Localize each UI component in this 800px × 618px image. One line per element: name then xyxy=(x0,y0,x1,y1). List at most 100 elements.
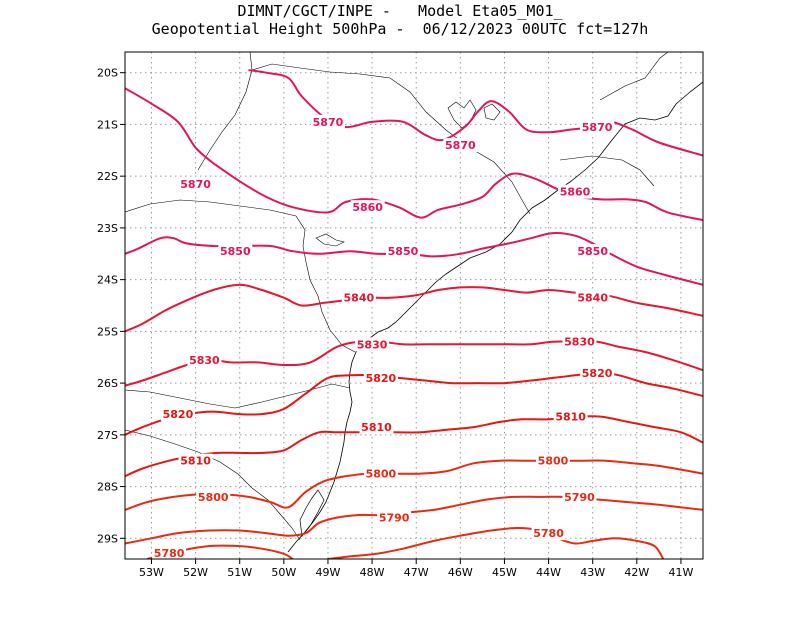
contour-label-5870: 5870 xyxy=(582,121,613,134)
contour-label-5840: 5840 xyxy=(577,292,608,305)
contour-label-5870: 5870 xyxy=(180,178,211,191)
contour-label-bg xyxy=(443,138,478,153)
state-border xyxy=(125,199,356,353)
contour-label-5810: 5810 xyxy=(555,411,586,424)
contour-label-bg xyxy=(178,453,213,468)
contour-label-bg xyxy=(152,545,187,560)
contour-label-bg xyxy=(377,510,412,525)
y-tick-label: 21S xyxy=(97,118,118,131)
x-tick-label: 41W xyxy=(669,566,694,579)
contour-label-bg xyxy=(558,184,593,199)
y-tick-label: 22S xyxy=(97,170,118,183)
contour-label-5800: 5800 xyxy=(198,491,229,504)
contour-label-bg xyxy=(160,407,195,422)
contour-label-5840: 5840 xyxy=(344,292,375,305)
x-tick-label: 50W xyxy=(271,566,296,579)
gridlines xyxy=(125,52,703,559)
contour-label-5830: 5830 xyxy=(189,354,220,367)
state-border xyxy=(197,52,253,171)
contour-label-bg xyxy=(359,420,394,435)
contour-label-bg xyxy=(575,244,610,259)
reservoir xyxy=(447,99,477,129)
chart-title: DIMNT/CGCT/INPE - Model Eta05_M01_ Geopo… xyxy=(0,2,800,38)
state-border xyxy=(251,63,531,215)
contour-label-5830: 5830 xyxy=(357,338,388,351)
coastline xyxy=(287,81,703,553)
contour-line-5860 xyxy=(212,162,703,222)
x-tick-label: 45W xyxy=(492,566,517,579)
state-border xyxy=(559,155,655,187)
x-tick-label: 49W xyxy=(316,566,341,579)
contour-label-bg xyxy=(580,365,615,380)
contour-label-5870: 5870 xyxy=(445,139,476,152)
x-tick-label: 52W xyxy=(183,566,208,579)
contour-label-5850: 5850 xyxy=(577,245,608,258)
x-tick-label: 48W xyxy=(360,566,385,579)
y-tick-label: 29S xyxy=(97,532,118,545)
contour-line-5820 xyxy=(125,371,703,436)
contour-label-bg xyxy=(562,334,597,349)
contour-label-5790: 5790 xyxy=(379,512,410,525)
contour-label-bg xyxy=(350,200,385,215)
contour-line-5780 xyxy=(327,527,665,559)
y-tick-label: 20S xyxy=(97,67,118,80)
contour-line-5870 xyxy=(125,87,214,164)
contour-label-bg xyxy=(363,370,398,385)
contour-label-bg xyxy=(196,489,231,504)
x-tick-label: 42W xyxy=(624,566,649,579)
state-border xyxy=(125,429,301,541)
contour-label-bg xyxy=(553,409,588,424)
x-tick-label: 53W xyxy=(139,566,164,579)
contour-label-5820: 5820 xyxy=(163,408,194,421)
x-tick-label: 51W xyxy=(227,566,252,579)
contour-label-bg xyxy=(178,176,213,191)
contour-label-5780: 5780 xyxy=(533,527,564,540)
contour-label-5830: 5830 xyxy=(564,336,595,349)
contour-label-5850: 5850 xyxy=(220,245,251,258)
contour-label-bg xyxy=(575,290,610,305)
y-tick-label: 25S xyxy=(97,325,118,338)
reservoir xyxy=(483,103,501,121)
y-tick-label: 23S xyxy=(97,222,118,235)
x-tick-label: 44W xyxy=(536,566,561,579)
x-tick-label: 43W xyxy=(580,566,605,579)
contour-label-5820: 5820 xyxy=(582,367,613,380)
contour-label-5810: 5810 xyxy=(180,455,211,468)
contour-labels: 5870 5870 5870 5870 5860 5860 5850 5850 5850 5840… xyxy=(152,114,615,560)
axes: 53W 52W 51W 50W 49W 48W 47W 46W 45W 44W 43W 42W 41W 2… xyxy=(97,67,693,579)
title-line-2: Geopotential Height 500hPa - 06/12/2023 … xyxy=(151,20,649,38)
reservoir xyxy=(315,233,345,247)
plot-frame xyxy=(124,51,704,560)
contour-label-bg xyxy=(385,244,420,259)
contour-label-bg xyxy=(535,453,570,468)
contour-label-bg xyxy=(580,120,615,135)
contour-line-5850 xyxy=(125,231,703,286)
contour-label-bg xyxy=(531,526,566,541)
y-tick-label: 27S xyxy=(97,429,118,442)
x-tick-label: 46W xyxy=(448,566,473,579)
contour-label-bg xyxy=(218,244,253,259)
contour-label-5790: 5790 xyxy=(564,491,595,504)
contour-label-5810: 5810 xyxy=(361,421,392,434)
contour-label-bg xyxy=(562,489,597,504)
contour-label-5860: 5860 xyxy=(560,186,591,199)
coastline-and-borders xyxy=(125,52,703,553)
state-border xyxy=(599,52,669,101)
contour-label-bg xyxy=(355,337,390,352)
contour-line-5840 xyxy=(125,283,703,333)
contour-label-5870: 5870 xyxy=(313,116,344,129)
contour-label-5850: 5850 xyxy=(388,245,419,258)
y-tick-label: 26S xyxy=(97,377,118,390)
contour-label-bg xyxy=(310,114,345,129)
contour-lines xyxy=(125,69,703,559)
contour-label-bg xyxy=(341,290,376,305)
state-border xyxy=(125,383,351,409)
title-line-1: DIMNT/CGCT/INPE - Model Eta05_M01_ xyxy=(237,2,563,20)
y-tick-label: 24S xyxy=(97,274,118,287)
contour-label-5800: 5800 xyxy=(538,455,569,468)
y-tick-label: 28S xyxy=(97,481,118,494)
contour-label-5800: 5800 xyxy=(366,468,397,481)
contour-label-5780: 5780 xyxy=(154,547,185,560)
contour-label-5860: 5860 xyxy=(352,201,383,214)
